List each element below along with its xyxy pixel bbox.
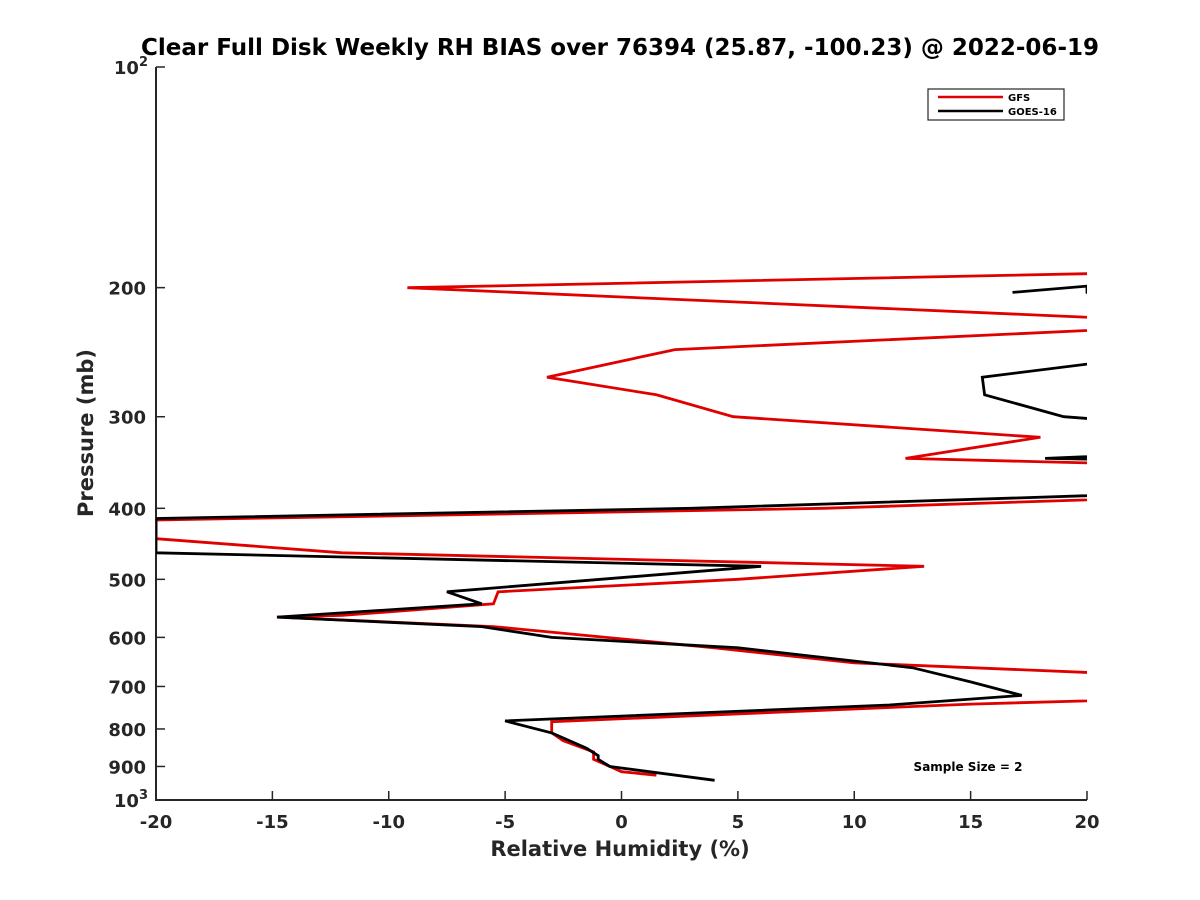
x-tick-label: 10 — [842, 812, 867, 833]
legend-label-gfs: GFS — [1008, 93, 1030, 104]
x-tick-label: 20 — [1074, 812, 1099, 833]
x-axis-label: Relative Humidity (%) — [490, 837, 749, 861]
x-tick-label: -15 — [256, 812, 289, 833]
y-tick-label: 500 — [108, 570, 146, 591]
y-tick-label: 600 — [108, 628, 146, 649]
y-tick-label: 200 — [108, 279, 146, 300]
series-line-gfs — [156, 272, 1087, 777]
chart-title: Clear Full Disk Weekly RH BIAS over 7639… — [141, 35, 1099, 61]
x-tick-label: -20 — [140, 812, 173, 833]
y-axis-label: Pressure (mb) — [74, 349, 98, 517]
series-lines — [156, 272, 1087, 782]
legend-label-goes16: GOES-16 — [1008, 107, 1057, 118]
y-tick-label: 900 — [108, 757, 146, 778]
y-axis-ticks: 102 200 300 400 500 600 700 800 900 103 — [108, 55, 165, 812]
y-tick-label: 400 — [108, 499, 146, 520]
x-tick-label: 0 — [615, 812, 628, 833]
y-tick-label: 103 — [114, 788, 148, 812]
x-tick-label: -5 — [495, 812, 515, 833]
legend-box — [927, 88, 1065, 121]
x-tick-label: -10 — [372, 812, 405, 833]
x-tick-label: 15 — [958, 812, 983, 833]
y-tick-label: 700 — [108, 677, 146, 698]
x-axis-ticks: -20 -15 -10 -5 0 5 10 15 20 — [140, 791, 1100, 833]
y-tick-label: 102 — [114, 55, 148, 79]
y-tick-label: 300 — [108, 408, 146, 429]
sample-size-annotation: Sample Size = 2 — [914, 760, 1023, 774]
series-line-goes16 — [156, 284, 1087, 782]
x-tick-label: 5 — [732, 812, 745, 833]
y-tick-label: 800 — [108, 720, 146, 741]
legend: GFS GOES-16 — [927, 88, 1065, 121]
